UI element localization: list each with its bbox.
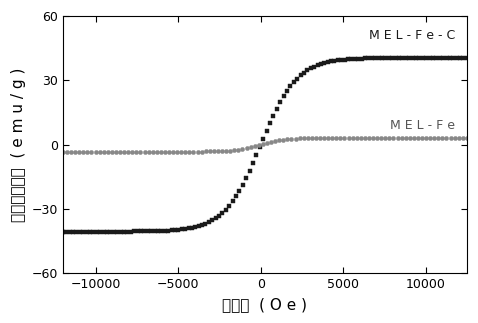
Text: M E L - F e - C: M E L - F e - C [369,29,455,42]
X-axis label: 矫顼力  ( O e ): 矫顼力 ( O e ) [222,297,307,312]
Text: M E L - F e: M E L - F e [390,119,455,132]
Y-axis label: 饱和磁化强度  ( e m u / g ): 饱和磁化强度 ( e m u / g ) [11,68,26,222]
